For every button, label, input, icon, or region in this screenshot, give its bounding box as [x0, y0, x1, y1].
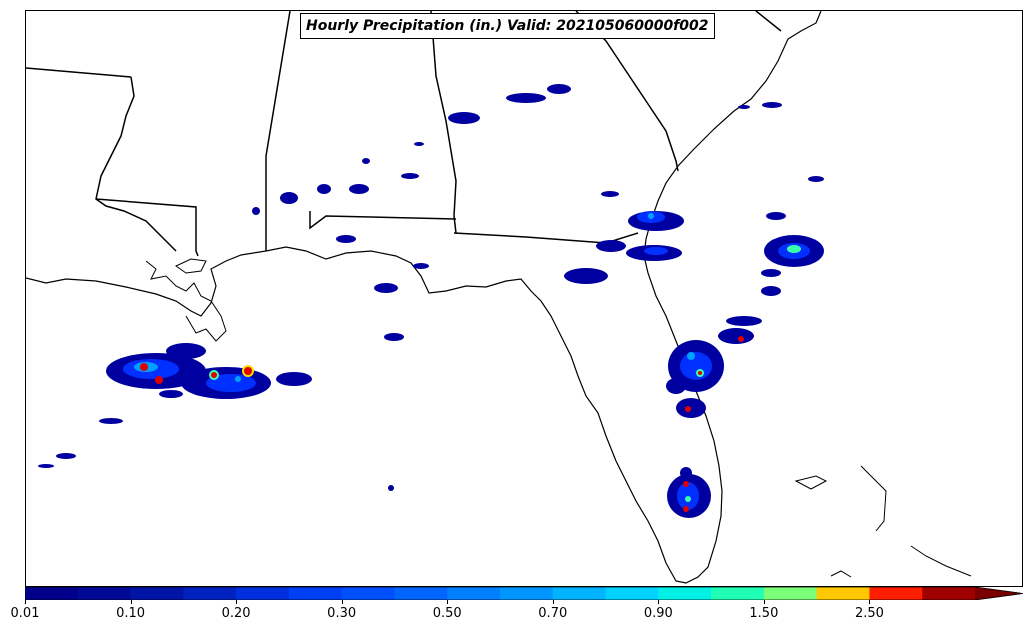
precipitation-map: [26, 11, 972, 584]
colorbar-tick-label: 2.50: [854, 606, 884, 621]
colorbar-tick-mark: [552, 600, 554, 604]
colorbar-segment: [447, 587, 501, 600]
colorbar-segment: [500, 587, 554, 600]
colorbar-tick-mark: [447, 600, 449, 604]
colorbar-tick-label: 1.50: [749, 606, 779, 621]
colorbar-segment: [25, 587, 79, 600]
mississippi-delta: [145, 260, 227, 342]
colorbar-tick-mark: [869, 600, 871, 604]
colorbar-segment: [922, 587, 976, 600]
colorbar-tick-mark: [130, 600, 132, 604]
colorbar-extend-arrow: [975, 587, 1023, 600]
colorbar-tick-mark: [658, 600, 660, 604]
colorbar-tick-label: 0.01: [10, 606, 40, 621]
colorbar-tick-mark: [763, 600, 765, 604]
colorbar-tick-label: 0.20: [221, 606, 251, 621]
colorbar-segment: [341, 587, 395, 600]
colorbar-segment: [658, 587, 712, 600]
colorbar-segment: [763, 587, 818, 600]
colorbar-segment: [130, 587, 184, 600]
colorbar-tick-label: 0.70: [538, 606, 568, 621]
colorbar-tick-mark: [25, 600, 26, 604]
colorbar-segment: [552, 587, 607, 600]
colorbar-segment: [711, 587, 765, 600]
precipitation-cells: [38, 84, 824, 518]
colorbar: [25, 587, 1023, 600]
colorbar-tick-label: 0.10: [116, 606, 146, 621]
colorbar-segment: [816, 587, 870, 600]
colorbar-segment: [869, 587, 923, 600]
bahamas: [794, 465, 972, 578]
map-title: Hourly Precipitation (in.) Valid: 202105…: [300, 13, 715, 39]
colorbar-segment: [394, 587, 448, 600]
colorbar-tick-mark: [341, 600, 343, 604]
colorbar-segment: [183, 587, 237, 600]
colorbar-tick-label: 0.30: [327, 606, 357, 621]
colorbar-segment: [77, 587, 132, 600]
colorbar-segment: [236, 587, 290, 600]
colorbar-tick-mark: [236, 600, 238, 604]
state-borders: [26, 11, 782, 257]
coastline: [26, 11, 822, 584]
map-panel: [25, 10, 1023, 587]
colorbar-tick-label: 0.50: [432, 606, 462, 621]
colorbar-segment: [288, 587, 343, 600]
lake-pontchartrain: [175, 258, 207, 274]
colorbar-tick-label: 0.90: [643, 606, 673, 621]
colorbar-segment: [605, 587, 659, 600]
